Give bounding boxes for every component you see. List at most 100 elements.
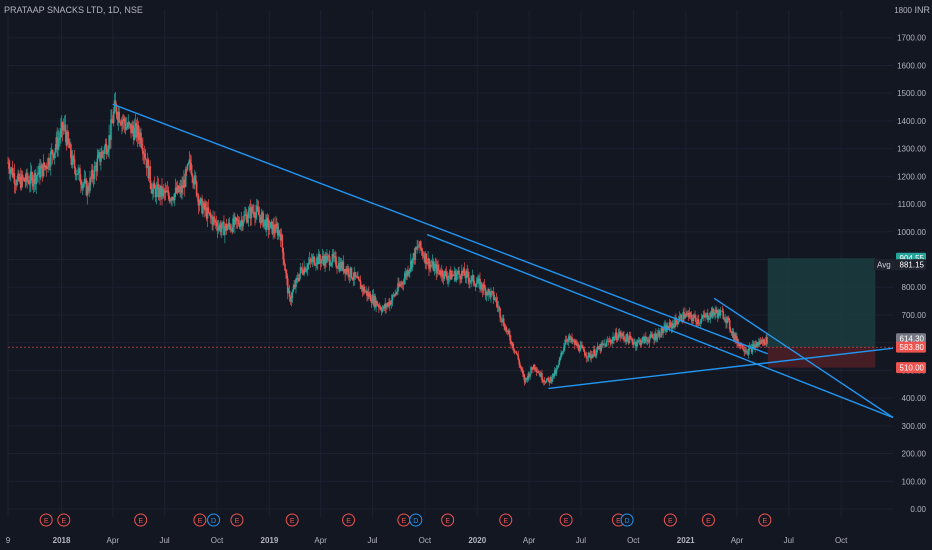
candle-body [538, 373, 541, 374]
symbol-title[interactable]: PRATAAP SNACKS LTD, 1D, NSE [4, 5, 143, 15]
candle-body [303, 267, 305, 275]
candle-body [24, 181, 27, 183]
dividend-marker[interactable] [620, 513, 634, 527]
candle-body [636, 340, 639, 345]
candle-body [664, 325, 666, 327]
candle-body [513, 349, 516, 353]
candle-body [429, 265, 432, 266]
candle-body [59, 137, 61, 139]
earnings-marker[interactable] [701, 513, 715, 527]
candle-body [505, 327, 508, 332]
candle-body [606, 340, 609, 342]
candle-body [91, 169, 93, 179]
candle-body [318, 254, 321, 260]
time-tick-label: 2021 [677, 536, 695, 545]
dividend-marker[interactable] [207, 513, 221, 527]
time-tick-label: Oct [835, 536, 848, 545]
earnings-marker[interactable] [559, 513, 573, 527]
candle-body [9, 169, 12, 174]
candle-body [468, 277, 470, 283]
candle-body [523, 376, 526, 383]
candle-body [575, 342, 578, 346]
candle-body [252, 211, 254, 213]
earnings-marker[interactable] [441, 513, 455, 527]
candle-body [143, 153, 146, 158]
earnings-marker[interactable] [342, 513, 356, 527]
candle-body [71, 156, 74, 165]
candle-body [376, 300, 378, 306]
earnings-marker[interactable] [57, 513, 71, 527]
candle-body [497, 306, 500, 308]
candle-body [753, 344, 756, 349]
dividend-marker[interactable] [409, 513, 423, 527]
candle-body [368, 294, 371, 297]
candle-body [458, 270, 460, 275]
price-label-box [896, 341, 926, 353]
candle-body [106, 152, 109, 155]
earnings-marker[interactable] [285, 513, 299, 527]
candle-body [16, 179, 18, 186]
earnings-marker[interactable] [230, 513, 244, 527]
candle-body [752, 344, 755, 346]
candle-body [464, 275, 467, 279]
candle-body [440, 270, 443, 276]
candle-body [127, 122, 130, 128]
candle-body [199, 198, 202, 204]
trendline[interactable] [548, 347, 894, 390]
trendline[interactable] [426, 233, 894, 419]
candle-body [689, 312, 692, 315]
candle-body [518, 359, 520, 365]
candle-body [366, 290, 368, 297]
candle-body [18, 173, 20, 181]
candle-body [623, 335, 625, 339]
candle-body [175, 187, 178, 193]
candle-body [399, 284, 401, 287]
candle-body [547, 377, 550, 381]
candle-body [620, 335, 623, 337]
candle-body [622, 333, 624, 336]
candle-body [661, 327, 664, 334]
candle-body [476, 282, 479, 284]
candle-body [699, 322, 702, 324]
candle-body [63, 124, 66, 126]
candle-body [284, 264, 286, 271]
candle-body [133, 127, 136, 140]
price-tick-label: 700.00 [902, 311, 927, 320]
candle-body [581, 345, 583, 348]
candle-body [568, 336, 571, 339]
candle-body [517, 354, 520, 360]
event-marker-label: E [763, 518, 768, 525]
candle-body [755, 344, 757, 347]
candle-body [196, 195, 199, 197]
candle-body [15, 184, 18, 186]
event-marker-label: D [211, 518, 216, 525]
currency-label: INR [915, 5, 931, 15]
trendline[interactable] [112, 103, 768, 355]
earnings-marker[interactable] [193, 513, 207, 527]
candle-body [122, 120, 124, 122]
candle-body [447, 277, 449, 281]
candle-body [136, 125, 139, 138]
candle-body [135, 122, 138, 138]
earnings-marker[interactable] [39, 513, 53, 527]
candle-body [439, 270, 441, 275]
earnings-marker[interactable] [758, 513, 772, 527]
candle-body [432, 261, 435, 271]
trendlines[interactable] [112, 103, 894, 419]
candle-body [7, 162, 9, 164]
candle-body [274, 231, 276, 233]
earnings-marker[interactable] [499, 513, 513, 527]
price-label-prefix: Avg [877, 261, 891, 270]
earnings-marker[interactable] [663, 513, 677, 527]
candle-body [631, 338, 633, 342]
trendline[interactable] [713, 297, 894, 419]
candle-body [668, 322, 671, 329]
candle-body [89, 177, 91, 191]
price-label-box [896, 333, 926, 345]
candle-body [226, 227, 229, 231]
earnings-marker[interactable] [134, 513, 148, 527]
candle-body [673, 324, 675, 328]
candle-body [104, 143, 107, 148]
